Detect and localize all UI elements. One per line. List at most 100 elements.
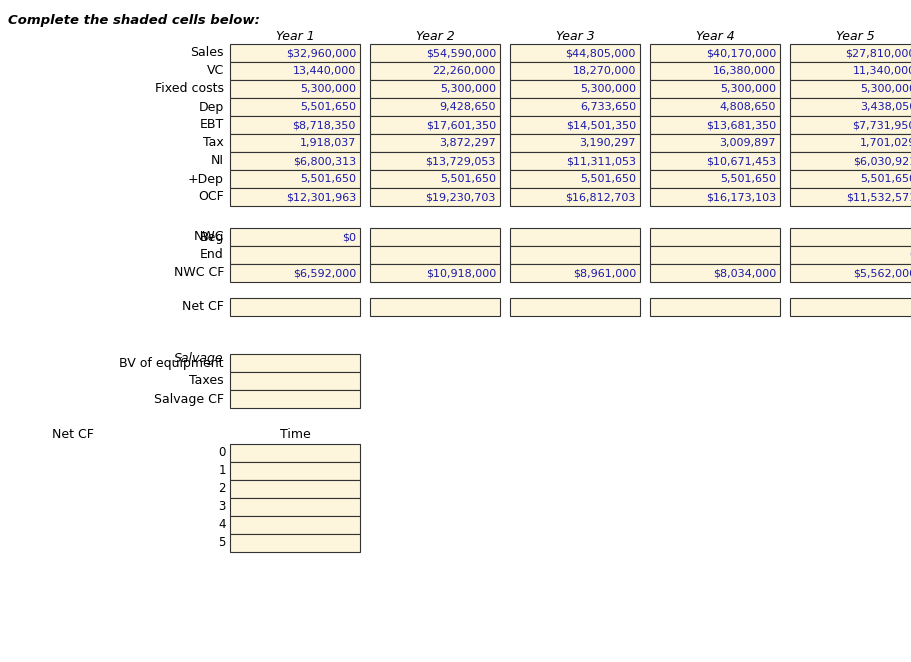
Bar	[230, 188, 360, 206]
Bar	[370, 62, 499, 80]
Bar	[650, 228, 779, 246]
Bar	[650, 298, 779, 316]
Text: 5,501,650: 5,501,650	[859, 174, 911, 184]
Text: 16,380,000: 16,380,000	[712, 66, 775, 76]
Text: $14,501,350: $14,501,350	[565, 120, 635, 130]
Bar	[509, 98, 640, 116]
Bar	[789, 44, 911, 62]
Text: End: End	[200, 248, 224, 261]
Bar	[230, 152, 360, 170]
Bar	[650, 80, 779, 98]
Text: $16,173,103: $16,173,103	[705, 192, 775, 202]
Bar	[789, 264, 911, 282]
Text: 9,428,650: 9,428,650	[439, 102, 496, 112]
Text: 5,501,650: 5,501,650	[579, 174, 635, 184]
Bar	[650, 188, 779, 206]
Bar	[230, 390, 360, 408]
Bar	[370, 152, 499, 170]
Bar	[230, 134, 360, 152]
Text: 5,501,650: 5,501,650	[300, 102, 355, 112]
Text: Beg: Beg	[200, 230, 224, 244]
Text: $8,718,350: $8,718,350	[292, 120, 355, 130]
Bar	[650, 44, 779, 62]
Text: $44,805,000: $44,805,000	[565, 48, 635, 58]
Bar	[370, 264, 499, 282]
Text: Dep: Dep	[199, 101, 224, 113]
Bar	[509, 170, 640, 188]
Text: BV of equipment: BV of equipment	[119, 357, 224, 369]
Text: 5,300,000: 5,300,000	[579, 84, 635, 94]
Bar	[509, 246, 640, 264]
Bar	[370, 298, 499, 316]
Bar	[230, 246, 360, 264]
Bar	[230, 372, 360, 390]
Bar	[230, 462, 360, 480]
Bar	[230, 516, 360, 534]
Bar	[370, 246, 499, 264]
Text: 4,808,650: 4,808,650	[719, 102, 775, 112]
Text: $32,960,000: $32,960,000	[285, 48, 355, 58]
Bar	[230, 170, 360, 188]
Bar	[650, 264, 779, 282]
Text: $19,230,703: $19,230,703	[425, 192, 496, 202]
Text: Sales: Sales	[190, 46, 224, 60]
Bar	[509, 62, 640, 80]
Text: NWC CF: NWC CF	[173, 267, 224, 279]
Text: $40,170,000: $40,170,000	[705, 48, 775, 58]
Bar	[370, 80, 499, 98]
Text: $17,601,350: $17,601,350	[425, 120, 496, 130]
Bar	[370, 98, 499, 116]
Text: 2: 2	[219, 483, 226, 495]
Bar	[230, 534, 360, 552]
Text: 5,501,650: 5,501,650	[719, 174, 775, 184]
Bar	[370, 44, 499, 62]
Text: 1,918,037: 1,918,037	[300, 138, 355, 148]
Bar	[230, 62, 360, 80]
Text: 5: 5	[219, 536, 226, 549]
Text: 11,340,000: 11,340,000	[852, 66, 911, 76]
Text: 3: 3	[219, 500, 226, 514]
Text: Complete the shaded cells below:: Complete the shaded cells below:	[8, 14, 260, 27]
Bar	[230, 444, 360, 462]
Text: $5,562,000: $5,562,000	[852, 268, 911, 278]
Text: 5,300,000: 5,300,000	[719, 84, 775, 94]
Text: 4: 4	[219, 518, 226, 532]
Bar	[370, 116, 499, 134]
Bar	[650, 116, 779, 134]
Text: 1,701,029: 1,701,029	[859, 138, 911, 148]
Text: $7,731,950: $7,731,950	[852, 120, 911, 130]
Bar	[230, 264, 360, 282]
Bar	[789, 80, 911, 98]
Bar	[509, 152, 640, 170]
Text: NWC: NWC	[193, 230, 224, 244]
Bar	[650, 246, 779, 264]
Text: VC: VC	[207, 64, 224, 77]
Text: 3,438,050: 3,438,050	[859, 102, 911, 112]
Text: 0: 0	[219, 446, 226, 459]
Bar	[230, 44, 360, 62]
Bar	[230, 498, 360, 516]
Text: $54,590,000: $54,590,000	[425, 48, 496, 58]
Text: $13,681,350: $13,681,350	[705, 120, 775, 130]
Text: $16,812,703: $16,812,703	[565, 192, 635, 202]
Text: 5,300,000: 5,300,000	[859, 84, 911, 94]
Text: 5,501,650: 5,501,650	[300, 174, 355, 184]
Text: 3,009,897: 3,009,897	[719, 138, 775, 148]
Bar	[789, 152, 911, 170]
Text: 22,260,000: 22,260,000	[432, 66, 496, 76]
Text: Taxes: Taxes	[189, 375, 224, 387]
Bar	[230, 480, 360, 498]
Bar	[509, 188, 640, 206]
Text: Year 3: Year 3	[555, 30, 594, 44]
Bar	[370, 134, 499, 152]
Text: $27,810,000: $27,810,000	[844, 48, 911, 58]
Text: 3,190,297: 3,190,297	[578, 138, 635, 148]
Text: $10,671,453: $10,671,453	[705, 156, 775, 166]
Bar	[789, 188, 911, 206]
Bar	[509, 298, 640, 316]
Bar	[370, 170, 499, 188]
Text: OCF: OCF	[198, 191, 224, 203]
Bar	[230, 98, 360, 116]
Text: 5,300,000: 5,300,000	[439, 84, 496, 94]
Text: $0: $0	[342, 232, 355, 242]
